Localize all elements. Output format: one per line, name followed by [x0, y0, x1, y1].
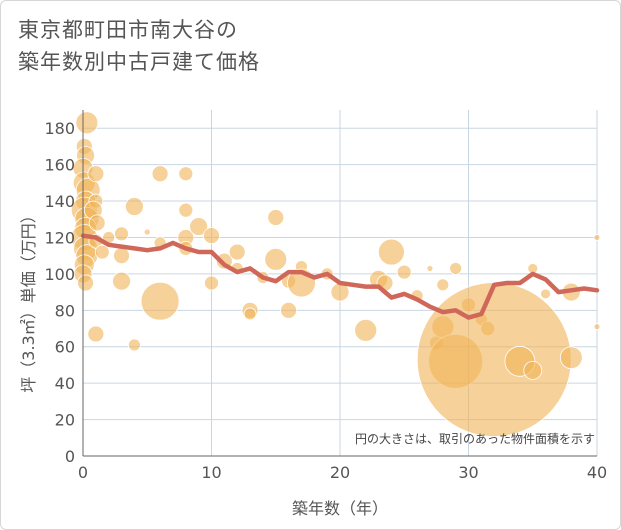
data-bubble — [523, 361, 543, 380]
data-bubble — [151, 165, 169, 183]
average-line — [80, 233, 600, 320]
data-bubble — [87, 325, 105, 343]
data-bubble — [178, 166, 194, 182]
data-bubble — [593, 234, 601, 241]
data-bubble — [178, 202, 194, 218]
axes: 0 20 40 60 80 100 120 140 160 180 0 10 20 30 40 — [44, 110, 607, 482]
x-axis-label: 築年数（年） — [292, 499, 388, 518]
data-bubble — [203, 227, 220, 245]
data-bubble — [280, 301, 298, 319]
y-tick-label: 180 — [44, 119, 75, 138]
data-bubble — [228, 243, 246, 261]
data-bubble — [77, 274, 94, 292]
y-tick-label: 160 — [44, 156, 75, 175]
data-bubble — [416, 282, 572, 437]
data-bubble — [426, 265, 434, 272]
bubble-size-note: 円の大きさは、取引のあった物件面積を示す — [355, 431, 595, 446]
y-tick-label: 20 — [55, 411, 75, 430]
data-bubble — [559, 346, 583, 370]
data-bubble — [124, 197, 144, 216]
data-bubble — [436, 278, 450, 292]
data-bubble — [88, 214, 106, 232]
data-bubble — [264, 247, 288, 271]
x-tick-label: 30 — [458, 463, 478, 482]
chart-title-line-1: 東京都町田市南大谷の — [18, 18, 238, 42]
data-bubble — [143, 228, 151, 236]
data-bubble — [94, 244, 110, 260]
chart-title: 東京都町田市南大谷の 築年数別中古戸建て価格 — [18, 14, 260, 78]
data-bubble — [113, 247, 130, 265]
y-tick-label: 60 — [55, 338, 75, 357]
data-bubble — [243, 307, 257, 321]
data-bubble — [189, 217, 209, 236]
data-bubble — [396, 264, 412, 280]
x-tick-label: 20 — [330, 463, 350, 482]
data-bubble — [112, 271, 131, 291]
data-bubble — [140, 281, 180, 321]
x-tick-label: 40 — [587, 463, 607, 482]
chart-title-line-2: 築年数別中古戸建て価格 — [18, 50, 260, 74]
data-bubble — [127, 338, 141, 352]
y-tick-label: 40 — [55, 374, 75, 393]
y-axis-label: 坪（3.3㎡）単価（万円） — [19, 207, 38, 392]
data-bubble — [87, 165, 105, 183]
data-bubble — [449, 262, 463, 275]
data-bubble — [540, 288, 551, 300]
data-bubble — [114, 226, 129, 242]
data-bubble — [593, 323, 601, 331]
data-bubble — [354, 318, 378, 342]
data-bubble — [267, 209, 285, 226]
y-tick-label: 0 — [65, 447, 75, 466]
data-bubble — [377, 238, 405, 266]
data-bubble — [75, 111, 99, 135]
bubble-layer — [70, 111, 601, 437]
y-tick-label: 80 — [55, 301, 75, 320]
y-tick-label: 120 — [44, 228, 75, 247]
y-tick-label: 100 — [44, 265, 75, 284]
x-tick-label: 0 — [78, 463, 88, 482]
y-tick-label: 140 — [44, 192, 75, 211]
x-tick-label: 10 — [201, 463, 221, 482]
data-bubble — [204, 275, 219, 291]
